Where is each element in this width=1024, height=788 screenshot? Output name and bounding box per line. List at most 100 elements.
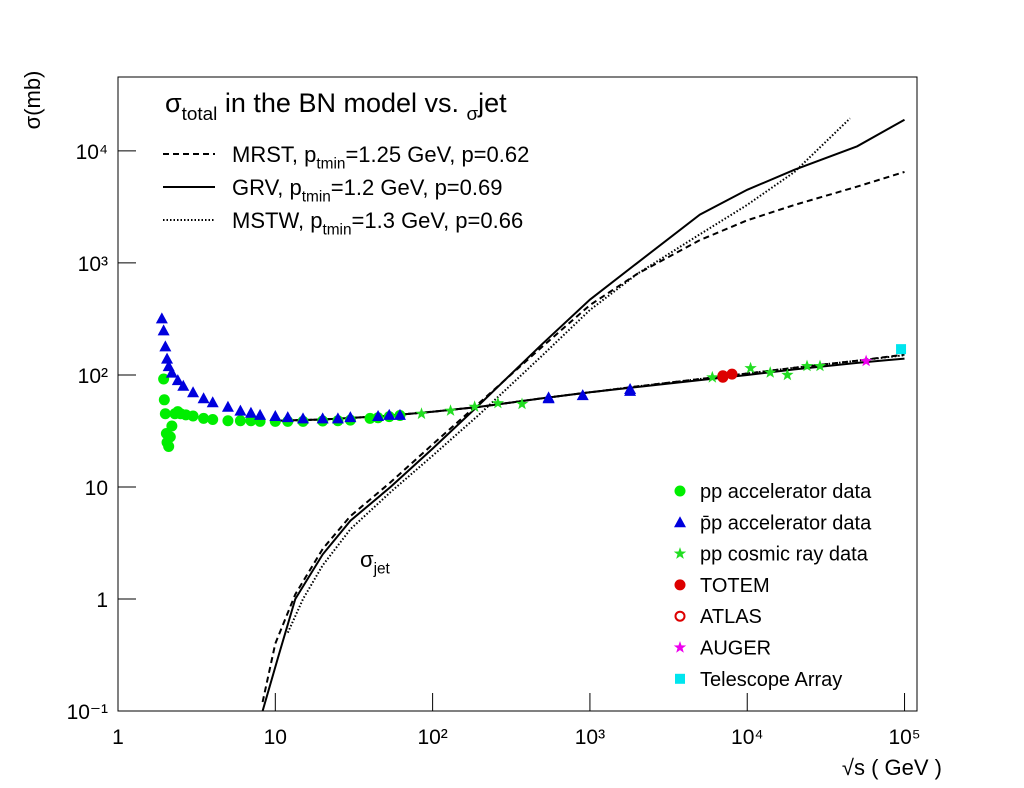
x-tick-label: 10 bbox=[264, 726, 287, 749]
data-point bbox=[222, 415, 234, 427]
data-point bbox=[674, 610, 686, 622]
data-point bbox=[316, 412, 329, 424]
data-point bbox=[244, 406, 257, 418]
data-point bbox=[813, 359, 827, 372]
data-point bbox=[674, 516, 686, 528]
legend-label-part: tmin bbox=[316, 156, 345, 173]
chart-title-part: total bbox=[182, 104, 218, 125]
y-tick-label: 10³ bbox=[78, 253, 108, 276]
data-point bbox=[198, 412, 210, 424]
data-point bbox=[576, 389, 589, 401]
legend-label-part: tmin bbox=[322, 222, 351, 239]
legend-label-part: MRST, p bbox=[232, 142, 316, 167]
legend-label: MRST, ptmin=1.25 GeV, p=0.62 bbox=[232, 142, 529, 173]
legend-label-part: =1.2 GeV, p=0.69 bbox=[331, 175, 503, 200]
annotation: σjet bbox=[360, 547, 391, 578]
x-tick-label: 10⁵ bbox=[889, 726, 921, 749]
data-point bbox=[444, 404, 457, 416]
x-axis-label: √s ( GeV ) bbox=[842, 755, 942, 780]
data-point bbox=[221, 400, 234, 412]
data-point bbox=[624, 384, 637, 396]
data-point bbox=[155, 312, 168, 324]
data-point bbox=[331, 412, 344, 424]
x-tick-label: 10² bbox=[417, 726, 447, 749]
data-point bbox=[159, 408, 171, 420]
data-point bbox=[800, 359, 814, 372]
data-point bbox=[163, 440, 175, 452]
data-point bbox=[245, 415, 257, 427]
data-point bbox=[207, 414, 219, 426]
chart-title: σtotal in the BN model vs. σjet bbox=[165, 88, 507, 125]
data-point bbox=[764, 366, 777, 378]
data-point bbox=[717, 371, 729, 383]
y-tick-label: 10 bbox=[85, 477, 108, 500]
jet-curve bbox=[261, 118, 905, 711]
data-point bbox=[254, 408, 267, 420]
annotation-part: jet bbox=[373, 561, 391, 578]
data-point bbox=[675, 673, 685, 684]
data-point bbox=[197, 392, 210, 404]
chart-title-part: jet bbox=[477, 88, 507, 118]
data-point bbox=[674, 579, 686, 591]
data-point bbox=[393, 408, 406, 420]
data-point bbox=[673, 547, 687, 559]
data-point bbox=[206, 396, 219, 408]
chart-title-part: σ bbox=[165, 88, 182, 118]
legend-label: pp cosmic ray data bbox=[700, 544, 869, 566]
data-point bbox=[187, 386, 200, 398]
y-tick-label: 10⁻¹ bbox=[67, 701, 108, 724]
legend-label: MSTW, ptmin=1.3 GeV, p=0.66 bbox=[232, 208, 523, 239]
legend-label-part: =1.25 GeV, p=0.62 bbox=[345, 142, 529, 167]
data-point bbox=[165, 366, 178, 378]
data-point bbox=[674, 485, 686, 497]
data-point bbox=[468, 400, 481, 412]
data-point bbox=[158, 394, 170, 406]
data-point bbox=[166, 420, 178, 432]
plot-area bbox=[155, 117, 907, 711]
legend-label: GRV, ptmin=1.2 GeV, p=0.69 bbox=[232, 175, 502, 206]
x-tick-label: 1 bbox=[112, 726, 124, 749]
data-point bbox=[726, 368, 738, 380]
data-point bbox=[542, 391, 555, 403]
y-tick-label: 10⁴ bbox=[76, 141, 108, 164]
data-point bbox=[157, 324, 170, 336]
data-point bbox=[161, 352, 174, 364]
data-point bbox=[896, 344, 907, 355]
data-point bbox=[164, 431, 176, 443]
annotation-part: σ bbox=[360, 547, 374, 572]
chart-title-part: σ bbox=[467, 104, 479, 125]
data-point bbox=[383, 408, 396, 420]
data-point bbox=[158, 373, 170, 385]
data-point bbox=[234, 415, 246, 427]
legend-label-part: =1.3 GeV, p=0.66 bbox=[352, 208, 524, 233]
data-point bbox=[177, 379, 190, 391]
data-point bbox=[415, 407, 428, 420]
y-tick-label: 1 bbox=[96, 589, 108, 612]
data-point bbox=[297, 412, 310, 424]
legend-label: p̄p accelerator data bbox=[700, 512, 872, 534]
legend-label: pp accelerator data bbox=[700, 481, 872, 503]
data-point bbox=[744, 361, 757, 374]
data-point bbox=[860, 354, 873, 367]
data-point bbox=[171, 374, 184, 386]
data-point bbox=[269, 410, 282, 422]
data-point bbox=[344, 411, 357, 423]
data-point bbox=[673, 641, 687, 653]
data-point bbox=[187, 410, 199, 422]
chart-title-part: in the BN model vs. bbox=[217, 88, 466, 118]
data-point bbox=[515, 397, 529, 410]
data-point bbox=[491, 396, 505, 409]
total-curve bbox=[275, 357, 905, 422]
y-axis-label: σ(mb) bbox=[20, 71, 45, 130]
x-tick-label: 10⁴ bbox=[731, 726, 763, 749]
data-point bbox=[234, 404, 247, 416]
legend-label-part: tmin bbox=[302, 189, 331, 206]
plot-frame bbox=[117, 76, 918, 712]
legend-label: AUGER bbox=[700, 638, 771, 660]
data-point bbox=[364, 412, 376, 424]
legend-label: ATLAS bbox=[700, 606, 762, 628]
legend-label: TOTEM bbox=[700, 575, 770, 597]
jet-curve bbox=[261, 170, 905, 703]
